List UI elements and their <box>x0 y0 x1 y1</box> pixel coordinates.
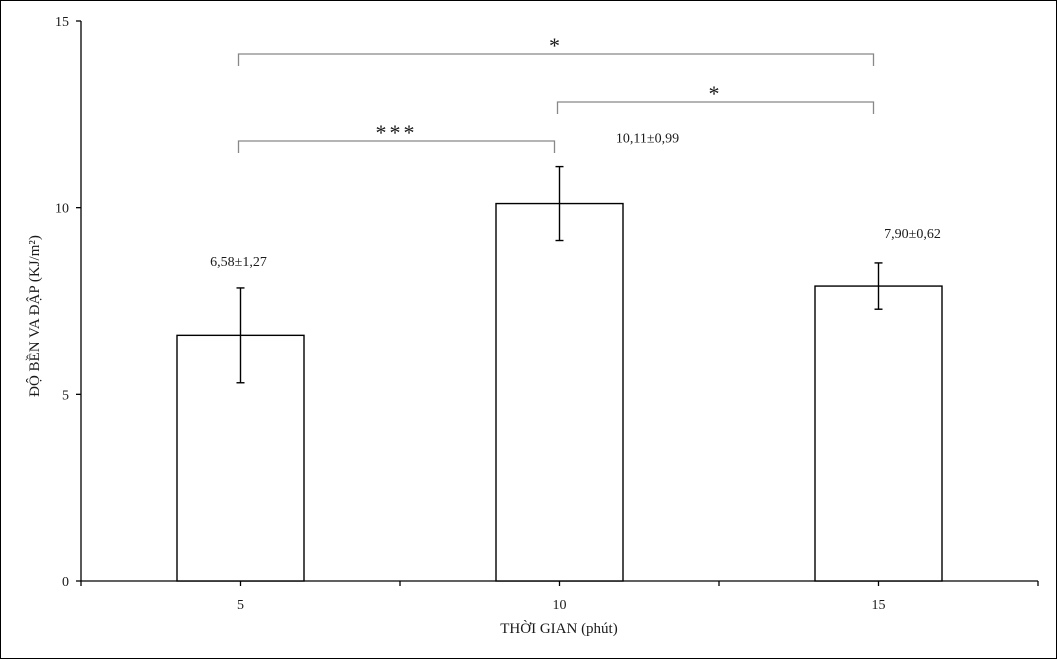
bars <box>176 202 943 582</box>
y-axis-title: ĐỘ BỀN VA ĐẬP (KJ/m²) <box>26 235 43 397</box>
significance-bracket <box>237 53 875 66</box>
error-bars <box>236 165 883 384</box>
significance-bracket <box>556 101 875 114</box>
data-label: 10,11±0,99 <box>616 132 679 147</box>
y-tick-label: 0 <box>62 575 69 590</box>
data-label: 6,58±1,27 <box>210 255 267 270</box>
y-tick-label: 10 <box>55 202 69 217</box>
significance-label: * <box>709 81 723 106</box>
y-tick-label: 5 <box>62 388 69 403</box>
significance-brackets: ***** <box>237 33 875 153</box>
significance-label: *** <box>376 120 418 145</box>
x-tick-label: 5 <box>237 598 244 613</box>
bar <box>495 202 624 582</box>
x-tick-label: 15 <box>872 598 886 613</box>
data-label: 7,90±0,62 <box>884 227 941 242</box>
x-axis-title: THỜI GIAN (phút) <box>500 620 617 637</box>
significance-label: * <box>549 33 563 58</box>
bar <box>814 285 943 582</box>
data-labels: 6,58±1,27 10,11±0,99 7,90±0,62 <box>210 132 941 270</box>
significance-bracket <box>237 140 556 153</box>
x-tick-label: 10 <box>553 598 567 613</box>
y-tick-label: 15 <box>55 15 69 30</box>
